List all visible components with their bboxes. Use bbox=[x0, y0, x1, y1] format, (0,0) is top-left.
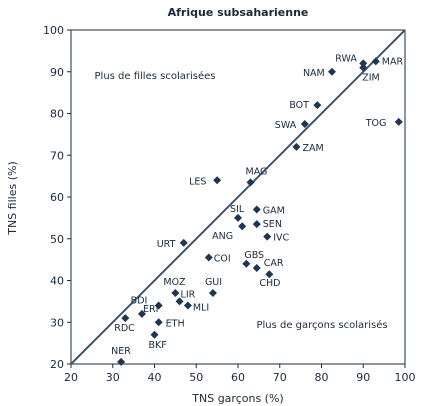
data-point-swa bbox=[300, 119, 309, 128]
data-point-urt bbox=[179, 238, 188, 247]
point-label-tog: TOG bbox=[365, 118, 387, 129]
data-point-eri bbox=[137, 309, 146, 318]
point-label-chd: CHD bbox=[259, 278, 280, 289]
plot-area: 20 30 40 50 60 70 80 90 100 20 30 40 50 60 70 80 90 100 RW… bbox=[43, 24, 416, 384]
x-tick-label: 30 bbox=[106, 371, 120, 384]
y-tick-label: 60 bbox=[50, 191, 64, 204]
data-point-chd bbox=[265, 270, 274, 279]
point-label-swa: SWA bbox=[275, 120, 297, 131]
data-point-lir bbox=[175, 297, 184, 306]
data-point-rdc bbox=[121, 314, 130, 323]
x-tick-label: 80 bbox=[315, 371, 329, 384]
data-point-bkf bbox=[150, 330, 159, 339]
point-label-zim: ZIM bbox=[362, 73, 380, 84]
point-label-mli: MLI bbox=[193, 303, 209, 314]
x-tick-label: 40 bbox=[148, 371, 162, 384]
data-point-ner bbox=[117, 357, 126, 366]
point-label-moz: MOZ bbox=[163, 277, 186, 288]
point-label-eri: ERI bbox=[143, 304, 158, 315]
data-point-gam bbox=[252, 205, 261, 214]
point-label-bot: BOT bbox=[289, 100, 309, 111]
chart-title: Afrique subsaharienne bbox=[168, 6, 309, 19]
x-axis-label: TNS garçons (%) bbox=[191, 392, 283, 405]
point-label-zam: ZAM bbox=[302, 143, 323, 154]
point-label-mag: MAG bbox=[246, 166, 268, 177]
x-tick-label: 90 bbox=[356, 371, 370, 384]
y-tick-label: 20 bbox=[50, 358, 64, 371]
y-tick-label: 50 bbox=[50, 233, 64, 246]
data-point-eth bbox=[154, 318, 163, 327]
point-label-gbs: GBS bbox=[244, 250, 264, 261]
data-point-gbs bbox=[242, 259, 251, 268]
y-tick-label: 90 bbox=[50, 66, 64, 79]
data-point-les bbox=[213, 176, 222, 185]
x-tick-label: 20 bbox=[64, 371, 78, 384]
data-point-tog bbox=[394, 117, 403, 126]
data-point-ivc bbox=[263, 232, 272, 241]
x-tick-label: 70 bbox=[273, 371, 287, 384]
point-label-ner: NER bbox=[111, 346, 131, 357]
data-point-mar bbox=[371, 57, 380, 66]
point-label-sil: SIL bbox=[230, 204, 245, 215]
x-tick-label: 60 bbox=[231, 371, 245, 384]
data-point-ang bbox=[238, 222, 247, 231]
point-label-ang: ANG bbox=[212, 231, 233, 242]
point-label-nam: NAM bbox=[303, 68, 325, 79]
data-point-coi bbox=[204, 253, 213, 262]
data-point-sil bbox=[234, 213, 242, 222]
point-label-sen: SEN bbox=[263, 219, 282, 230]
data-point-mag bbox=[246, 178, 255, 187]
point-label-gui: GUI bbox=[205, 277, 222, 288]
point-label-rwa: RWA bbox=[335, 53, 357, 64]
point-label-gam: GAM bbox=[263, 206, 285, 217]
point-label-mar: MAR bbox=[382, 56, 404, 67]
point-label-les: LES bbox=[189, 176, 206, 187]
data-point-sen bbox=[252, 220, 261, 229]
point-label-bkf: BKF bbox=[149, 340, 167, 351]
point-label-coi: COI bbox=[214, 254, 231, 265]
note-lower-right: Plus de garçons scolarisés bbox=[256, 319, 387, 331]
y-axis-label: TNS filles (%) bbox=[6, 161, 19, 236]
y-tick-label: 80 bbox=[50, 108, 64, 121]
y-tick-label: 100 bbox=[43, 24, 64, 37]
data-point-rwa bbox=[359, 59, 368, 68]
point-label-urt: URT bbox=[157, 239, 176, 250]
point-label-bdi: BDI bbox=[131, 296, 148, 307]
data-point-bot bbox=[313, 101, 322, 110]
data-point-zam bbox=[292, 142, 301, 151]
data-point-moz bbox=[171, 289, 180, 298]
y-tick-label: 30 bbox=[50, 316, 64, 329]
point-label-rdc: RDC bbox=[114, 323, 135, 334]
x-tick-label: 50 bbox=[189, 371, 203, 384]
data-point-zim bbox=[359, 63, 368, 72]
parity-line bbox=[70, 29, 406, 365]
y-tick-label: 40 bbox=[50, 275, 64, 288]
data-point-nam bbox=[327, 67, 336, 76]
note-upper-left: Plus de filles scolarisées bbox=[95, 70, 216, 82]
x-tick-label: 100 bbox=[395, 371, 416, 384]
point-label-eth: ETH bbox=[166, 318, 185, 329]
data-point-mli bbox=[183, 301, 192, 310]
data-point-bdi bbox=[154, 301, 163, 310]
point-label-ivc: IVC bbox=[273, 233, 289, 244]
point-label-lir: LIR bbox=[181, 289, 196, 300]
data-point-car bbox=[252, 263, 261, 272]
data-point-gui bbox=[208, 289, 217, 298]
point-label-car: CAR bbox=[264, 258, 284, 269]
y-tick-label: 70 bbox=[50, 149, 64, 162]
